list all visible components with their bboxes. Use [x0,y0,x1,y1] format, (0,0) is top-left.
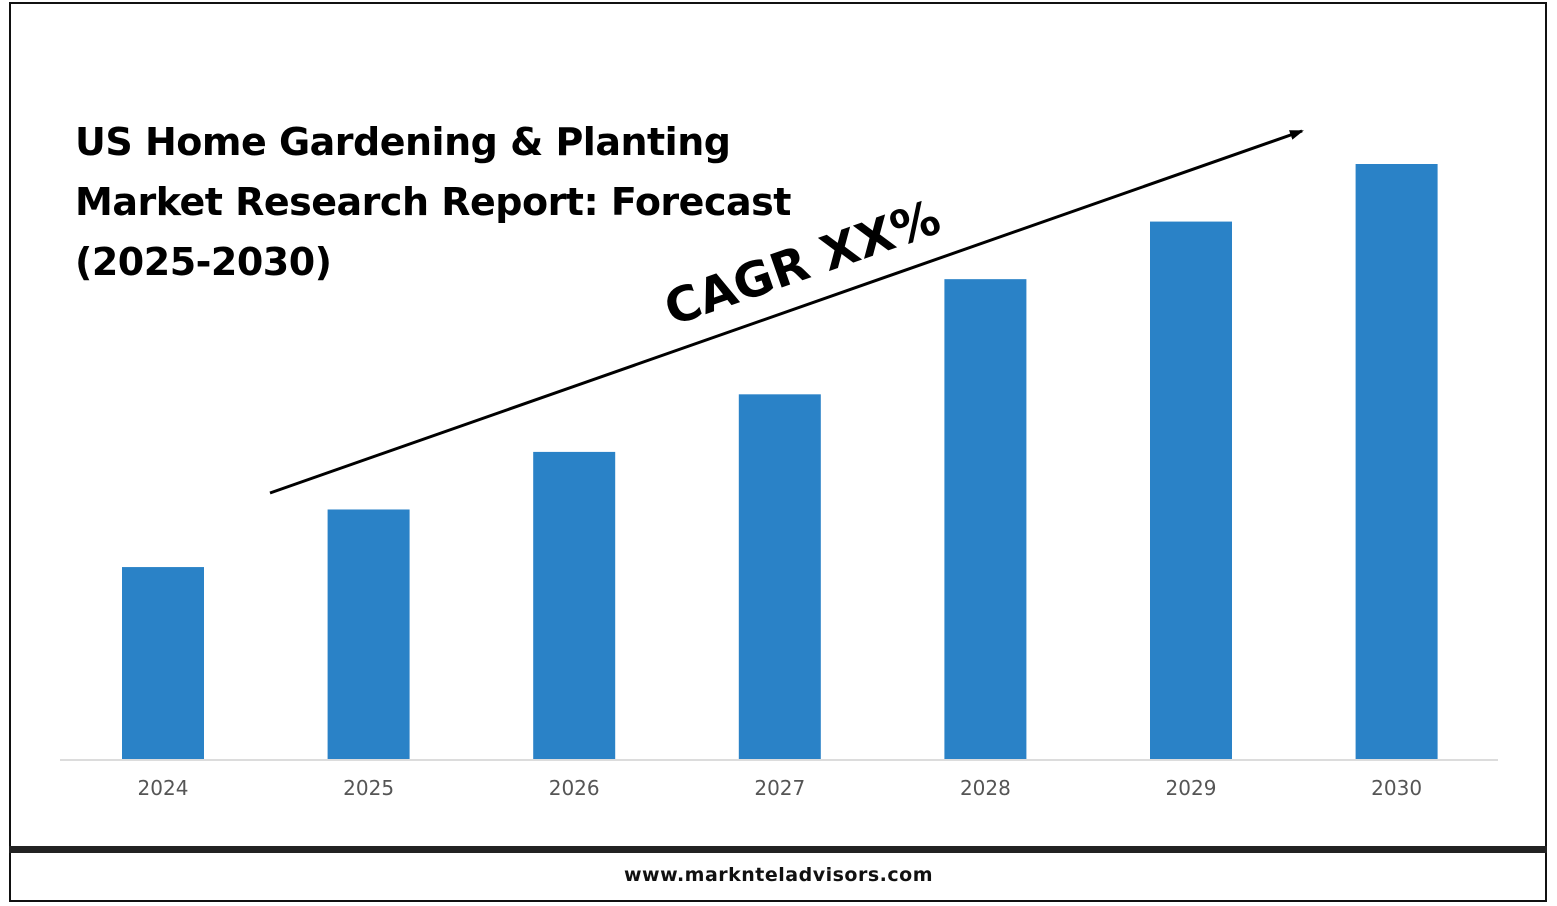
title-line-3: (2025-2030) [75,240,332,284]
x-tick-label-2028: 2028 [960,776,1011,800]
title-line-2: Market Research Report: Forecast [75,180,791,224]
chart-title: US Home Gardening & Planting Market Rese… [75,112,835,292]
x-tick-label-2027: 2027 [754,776,805,800]
footer-bar [9,846,1547,853]
bar-2027 [738,394,821,759]
bar-2024 [122,567,204,759]
x-tick-label-2030: 2030 [1371,776,1422,800]
x-tick-label-2025: 2025 [343,776,394,800]
chart-frame [9,2,1547,902]
footer-url: www.marknteladvisors.com [624,864,933,886]
cagr-arrow [269,129,1304,495]
bar-2026 [533,451,616,759]
x-tick-label-2029: 2029 [1166,776,1217,800]
x-tick-label-2026: 2026 [549,776,600,800]
bar-2030 [1355,164,1438,759]
bar-2028 [944,279,1027,759]
bar-2029 [1150,221,1232,760]
cagr-label: CAGR XX% [657,189,947,337]
bar-2025 [327,509,410,759]
x-tick-label-2024: 2024 [138,776,189,800]
title-line-1: US Home Gardening & Planting [75,120,731,164]
